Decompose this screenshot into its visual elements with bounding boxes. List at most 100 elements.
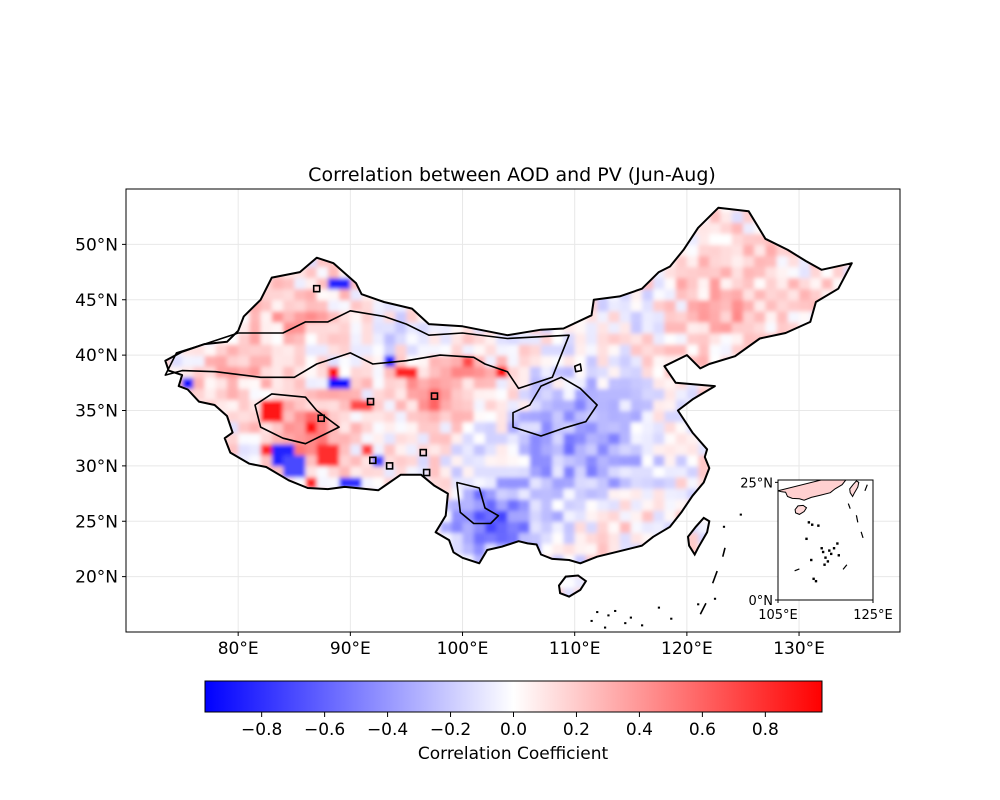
correlation-cell [843,211,852,223]
correlation-cell [776,443,789,456]
correlation-cell [597,521,609,533]
correlation-cell [765,344,778,356]
correlation-cell [238,587,250,597]
correlation-cell [720,333,733,345]
correlation-cell [215,377,228,389]
correlation-cell [204,521,217,533]
correlation-cell [238,222,250,234]
correlation-cell [485,399,497,412]
correlation-cell [541,233,553,245]
correlation-cell [305,207,318,212]
significance-contour [456,481,500,525]
correlation-cell [563,211,576,223]
correlation-cell [372,454,385,467]
correlation-cell [227,443,239,456]
correlation-cell [810,288,823,301]
correlation-cell [574,510,587,522]
correlation-cell [765,321,778,334]
correlation-cell [776,277,789,290]
correlation-cell [563,321,576,334]
correlation-cell [384,211,396,223]
correlation-cell [294,432,307,445]
correlation-cell [743,310,755,323]
correlation-cell [327,388,340,401]
correlation-cell [305,299,318,312]
correlation-cell [339,233,351,245]
correlation-cell [507,321,520,334]
correlation-cell [327,244,340,257]
correlation-cell [776,399,789,412]
inset-island [811,523,814,526]
correlation-cell [182,211,194,223]
correlation-cell [417,211,430,223]
correlation-cell [238,554,250,567]
correlation-cell [843,465,852,478]
correlation-cell [754,207,766,212]
correlation-cell [361,554,374,567]
correlation-cell [496,299,508,312]
correlation-cell [406,288,419,301]
correlation-cell [552,255,565,268]
correlation-cell [316,410,329,423]
correlation-cell [283,410,295,423]
correlation-cell [754,310,766,323]
correlation-cell [597,233,609,245]
correlation-cell [417,355,430,367]
correlation-cell [574,366,587,378]
correlation-cell [552,543,565,556]
island-mark [590,619,593,622]
significance-cell [366,397,375,406]
correlation-cell [574,244,587,257]
inset-island [836,542,839,545]
correlation-cell [165,565,172,578]
correlation-cell [518,543,531,556]
correlation-cell [675,222,688,234]
correlation-cell [462,587,475,597]
correlation-cell [653,410,665,423]
taiwan-outline [686,516,711,557]
correlation-cell [529,443,542,456]
correlation-cell [608,321,621,334]
correlation-cell [552,443,565,456]
correlation-cell [619,244,632,257]
correlation-cell [855,255,867,267]
correlation-cell [810,421,823,434]
correlation-cell [754,299,766,312]
correlation-cell [204,499,217,511]
correlation-cell [630,499,643,511]
correlation-cell [799,443,811,456]
x-tick-label: 120°E [661,639,713,659]
correlation-cell [204,554,217,567]
correlation-cell [473,521,486,533]
correlation-cell [541,576,553,589]
correlation-cell [518,465,531,478]
correlation-cell [731,454,744,467]
correlation-cell [496,344,508,356]
correlation-cell [731,310,744,323]
correlation-cell [787,399,800,412]
correlation-cell [462,399,475,412]
correlation-cell [227,266,239,279]
correlation-cell [855,322,867,334]
correlation-cell [417,587,430,597]
correlation-cell [428,399,441,412]
correlation-cell [193,321,206,334]
correlation-cell [165,299,172,312]
correlation-cell [294,244,307,257]
correlation-cell [518,421,531,434]
correlation-cell [339,532,351,544]
correlation-cell [361,465,374,478]
correlation-cell [743,388,755,401]
correlation-cell [574,477,587,489]
correlation-cell [215,211,228,223]
correlation-cell [574,499,587,511]
correlation-cell [630,366,643,378]
correlation-cell [473,233,486,245]
correlation-cell [182,554,194,567]
correlation-cell [440,222,452,234]
correlation-cell [698,587,710,597]
correlation-cell [552,499,565,511]
correlation-cell [170,333,183,345]
correlation-cell [384,344,396,356]
correlation-cell [585,521,598,533]
